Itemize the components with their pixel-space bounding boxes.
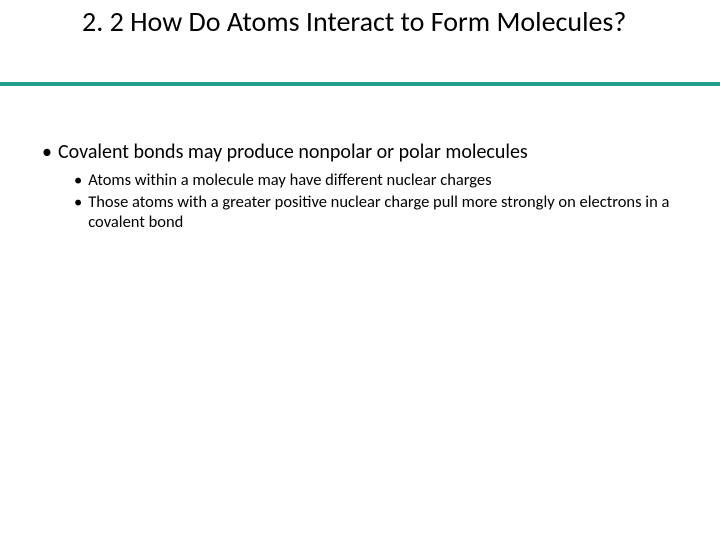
bullet-dot-icon: • (74, 192, 82, 212)
title-area: 2. 2 How Do Atoms Interact to Form Molec… (82, 6, 632, 38)
body-area: • Covalent bonds may produce nonpolar or… (42, 140, 682, 234)
bullet-dot-icon: • (42, 140, 52, 164)
bullet-level2-group: • Atoms within a molecule may have diffe… (74, 170, 682, 232)
bullet-level2-text: Those atoms with a greater positive nucl… (88, 192, 682, 232)
bullet-level1-text: Covalent bonds may produce nonpolar or p… (58, 140, 528, 164)
slide-title: 2. 2 How Do Atoms Interact to Form Molec… (82, 6, 632, 38)
bullet-level2-text: Atoms within a molecule may have differe… (88, 170, 491, 190)
title-underline (0, 82, 720, 86)
bullet-level1: • Covalent bonds may produce nonpolar or… (42, 140, 682, 164)
bullet-level2: • Atoms within a molecule may have diffe… (74, 170, 682, 190)
bullet-dot-icon: • (74, 170, 82, 190)
bullet-level2: • Those atoms with a greater positive nu… (74, 192, 682, 232)
slide: 2. 2 How Do Atoms Interact to Form Molec… (0, 0, 720, 540)
